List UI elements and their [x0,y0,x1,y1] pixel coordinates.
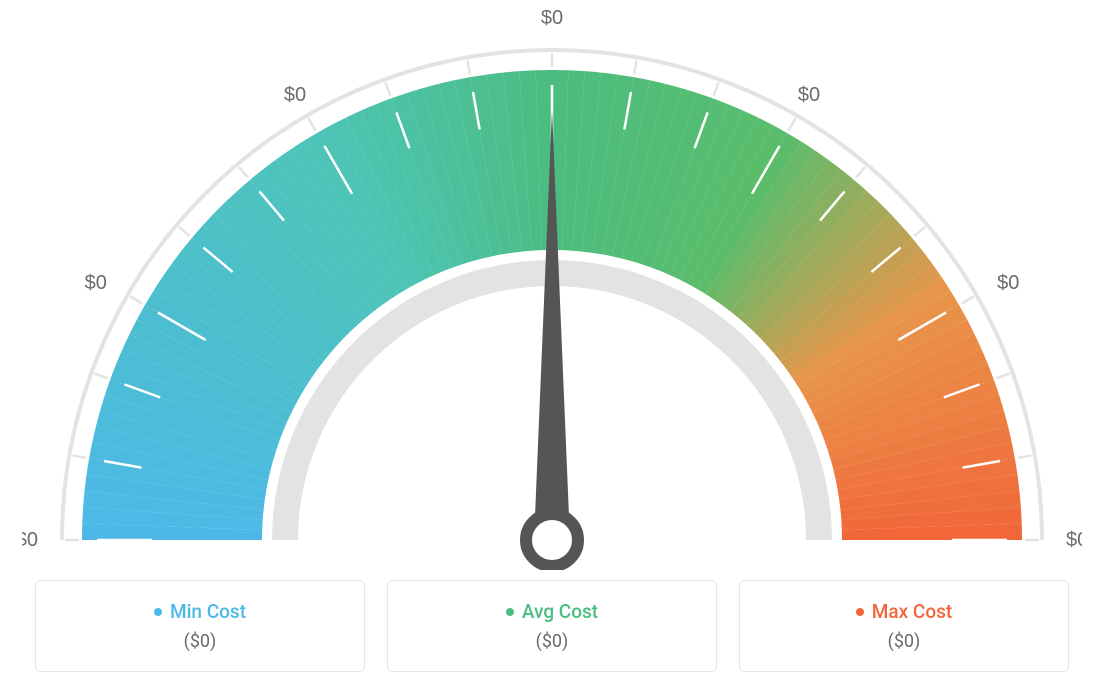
svg-text:$0: $0 [541,10,563,29]
legend-label-avg: Avg Cost [522,600,598,623]
legend-value-max: ($0) [888,631,921,652]
legend-dot-min [154,608,162,616]
svg-text:$0: $0 [1066,529,1082,551]
legend-value-avg: ($0) [536,631,569,652]
legend-top: Max Cost [856,600,952,623]
svg-text:$0: $0 [284,84,306,106]
legend-label-min: Min Cost [170,600,246,623]
legend-top: Avg Cost [506,600,598,623]
svg-text:$0: $0 [997,272,1019,294]
svg-text:$0: $0 [85,272,107,294]
svg-text:$0: $0 [798,84,820,106]
gauge-svg: $0 $0 $0 $0 $0 $0 $0 [22,10,1082,570]
legend-value-min: ($0) [184,631,217,652]
legend-row: Min Cost ($0) Avg Cost ($0) Max Cost ($0… [35,580,1069,672]
legend-label-max: Max Cost [872,600,952,623]
svg-text:$0: $0 [22,529,38,551]
legend-card-min: Min Cost ($0) [35,580,365,672]
legend-top: Min Cost [154,600,246,623]
gauge-chart: $0 $0 $0 $0 $0 $0 $0 [22,10,1082,570]
legend-dot-avg [506,608,514,616]
legend-card-max: Max Cost ($0) [739,580,1069,672]
legend-card-avg: Avg Cost ($0) [387,580,717,672]
legend-dot-max [856,608,864,616]
